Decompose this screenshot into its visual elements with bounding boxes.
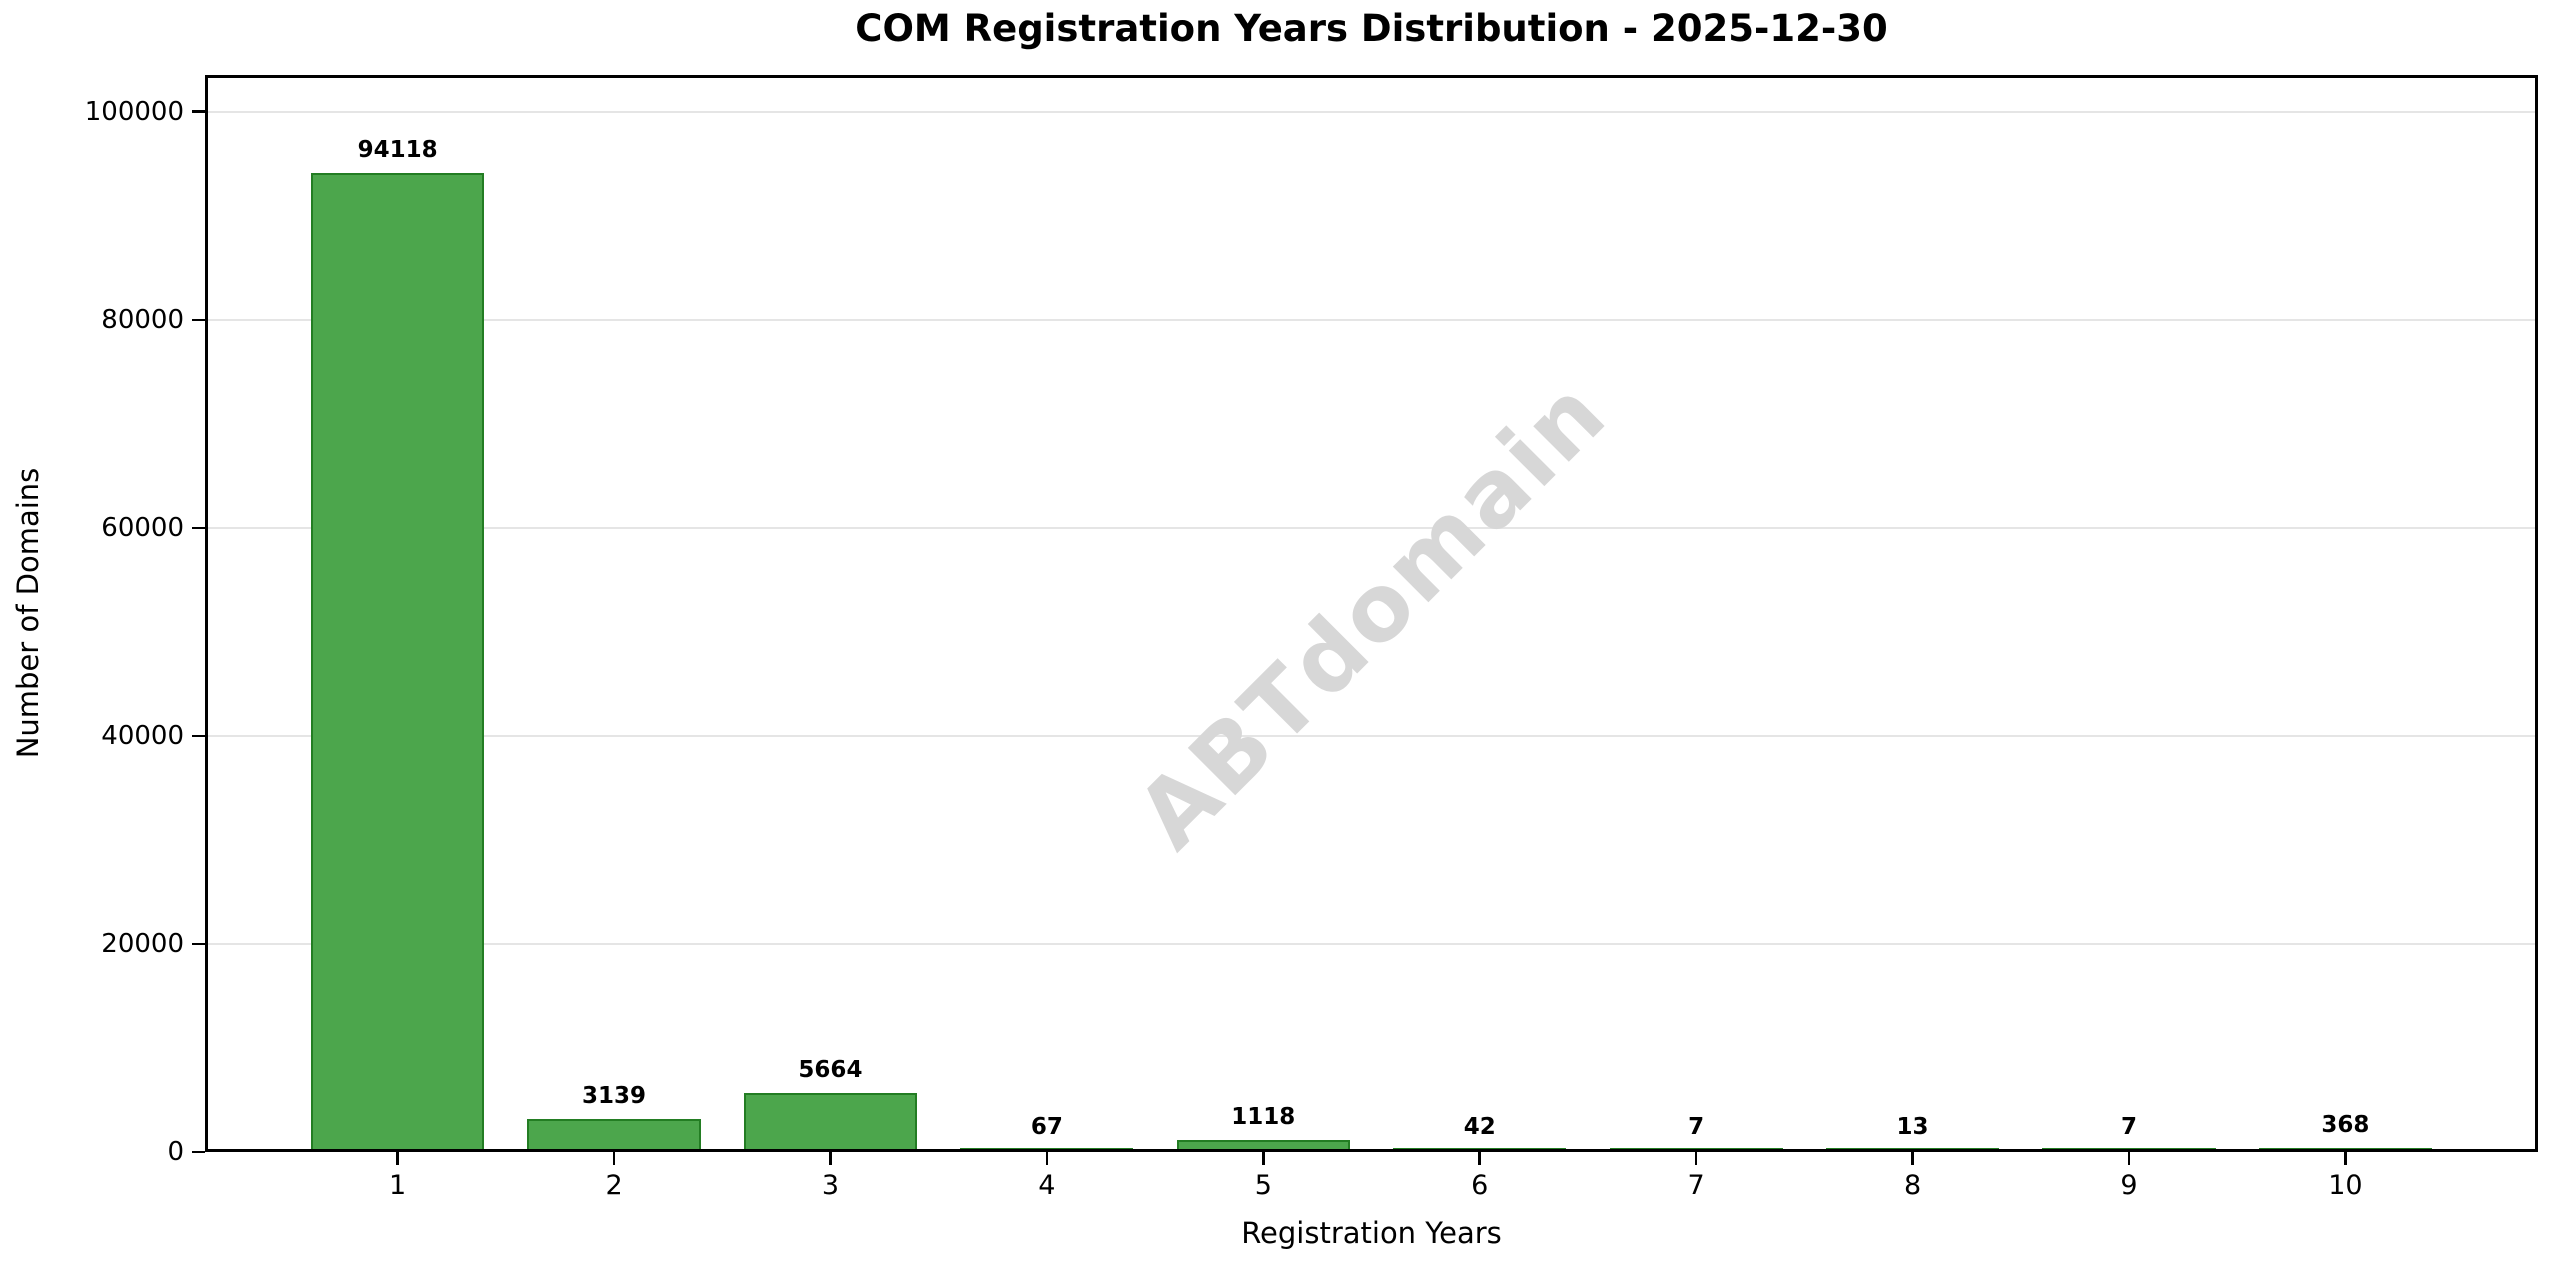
- x-axis-tick-mark: [1694, 1152, 1698, 1165]
- x-axis-tick-mark: [1262, 1152, 1265, 1165]
- x-tick-label: 6: [1471, 1170, 1489, 1201]
- x-tick-label: 5: [1254, 1170, 1272, 1201]
- x-axis-tick-mark: [1045, 1152, 1049, 1165]
- bar-value-label: 3139: [582, 1083, 647, 1110]
- y-tick-label: 100000: [84, 96, 184, 127]
- gridline: [205, 526, 2538, 529]
- x-axis-tick-mark: [1478, 1152, 1481, 1165]
- x-tick-label: 9: [2120, 1170, 2138, 1201]
- y-tick-label: 20000: [101, 928, 184, 959]
- x-axis-tick-mark: [2344, 1152, 2347, 1165]
- y-tick-label: 80000: [101, 304, 184, 335]
- bar-value-label: 67: [1030, 1113, 1063, 1140]
- x-tick-label: 4: [1038, 1170, 1056, 1201]
- bar-year-6: [1393, 1148, 1567, 1152]
- bar-year-4: [960, 1148, 1134, 1152]
- x-axis-tick-mark: [2127, 1152, 2131, 1165]
- x-tick-label: 3: [821, 1170, 840, 1201]
- y-axis-tick-mark: [192, 734, 205, 738]
- plot-area: ABTdomain 94118 3139 5664 67 1118 42 7 13 7 368: [205, 75, 2538, 1152]
- y-axis-label: Number of Domains: [11, 467, 45, 759]
- bar-year-1: [311, 172, 485, 1152]
- y-axis-tick-mark: [192, 1150, 205, 1154]
- x-tick-label: 2: [605, 1170, 623, 1201]
- x-tick-label: 7: [1687, 1170, 1705, 1201]
- gridline: [205, 110, 2538, 113]
- x-axis-label: Registration Years: [1241, 1216, 1502, 1250]
- y-tick-label: 60000: [101, 512, 184, 543]
- x-axis-tick-mark: [1911, 1152, 1914, 1165]
- x-tick-label: 8: [1903, 1170, 1922, 1201]
- bar-year-3: [743, 1093, 917, 1152]
- bar-value-label: 7: [2120, 1113, 2137, 1140]
- bar-value-label: 94118: [357, 136, 438, 163]
- watermark-text: ABTdomain: [1116, 358, 1627, 869]
- bar-year-9: [2042, 1148, 2216, 1152]
- gridline: [205, 734, 2538, 737]
- bar-year-7: [1609, 1148, 1783, 1152]
- y-axis-tick-mark: [192, 942, 205, 946]
- bar-year-2: [527, 1119, 701, 1152]
- bar-year-5: [1176, 1140, 1350, 1152]
- bar-value-label: 368: [2321, 1112, 2370, 1139]
- gridline: [205, 318, 2538, 321]
- bar-value-label: 42: [1463, 1113, 1496, 1140]
- x-axis-tick-mark: [396, 1152, 399, 1165]
- x-tick-label: 1: [389, 1170, 407, 1201]
- x-axis-tick-mark: [612, 1152, 616, 1165]
- bar-value-label: 5664: [798, 1057, 863, 1084]
- y-axis-tick-mark: [192, 526, 205, 530]
- y-axis-tick-mark: [192, 110, 205, 113]
- x-tick-label: 10: [2328, 1170, 2363, 1201]
- y-tick-label: 40000: [101, 720, 184, 751]
- bar-year-8: [1825, 1148, 2000, 1152]
- bar-value-label: 7: [1688, 1113, 1705, 1140]
- bar-year-10: [2258, 1148, 2432, 1152]
- x-axis-tick-mark: [829, 1152, 832, 1165]
- y-axis-tick-mark: [192, 318, 205, 322]
- chart-title: COM Registration Years Distribution - 20…: [855, 7, 1888, 50]
- y-tick-label: 0: [167, 1137, 184, 1167]
- bar-value-label: 13: [1896, 1113, 1929, 1140]
- gridline: [205, 942, 2538, 945]
- bar-value-label: 1118: [1231, 1104, 1296, 1131]
